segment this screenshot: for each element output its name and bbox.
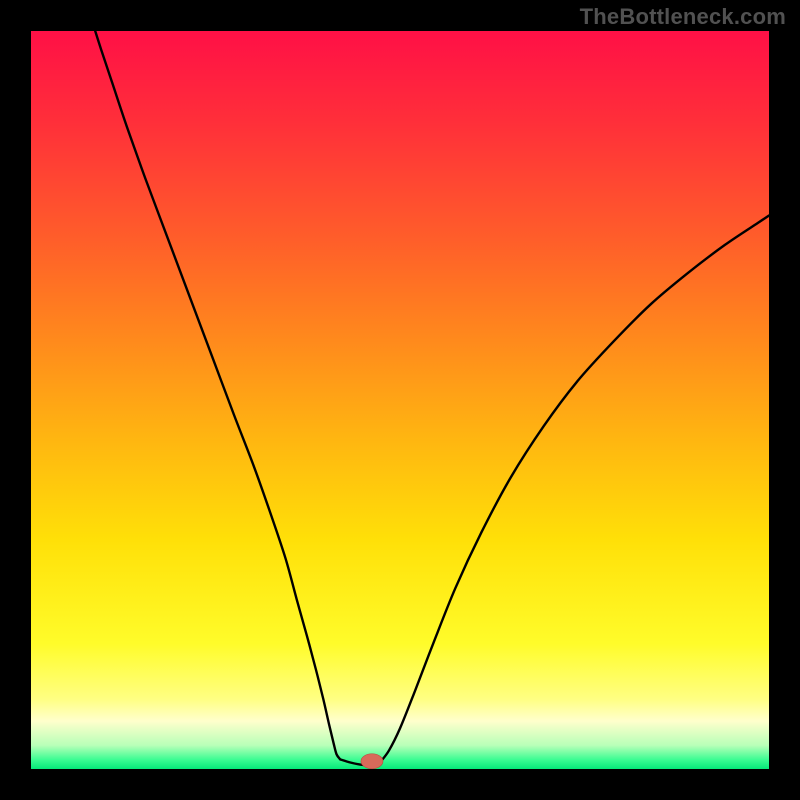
plot-area — [31, 31, 769, 769]
watermark-text: TheBottleneck.com — [580, 4, 786, 30]
gradient-background — [31, 31, 769, 769]
outer-frame: TheBottleneck.com — [0, 0, 800, 800]
